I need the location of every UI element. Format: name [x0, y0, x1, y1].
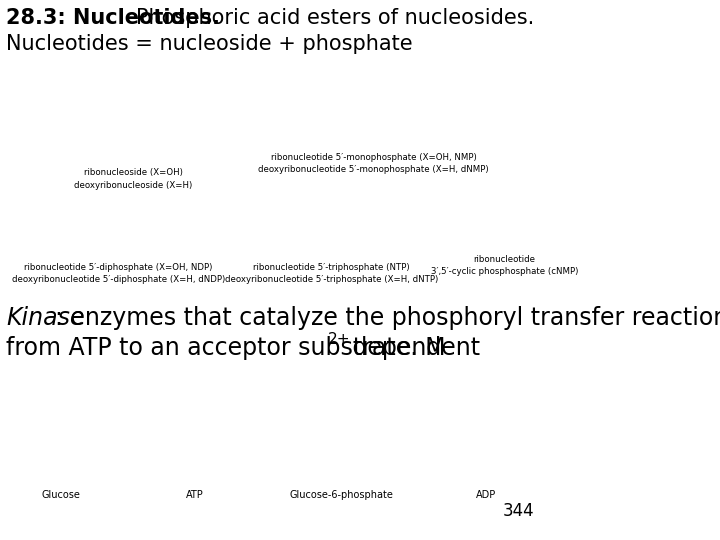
- Text: 2+: 2+: [328, 332, 351, 347]
- Text: dependent: dependent: [346, 336, 480, 360]
- Text: ATP: ATP: [186, 490, 203, 500]
- Text: ribonucleotide 5′-triphosphate (NTP)
deoxyribonucleotide 5′-triphosphate (X=H, d: ribonucleotide 5′-triphosphate (NTP) deo…: [225, 263, 438, 285]
- Text: Kinase: Kinase: [6, 306, 84, 330]
- Text: ribonucleotide
3′,5′-cyclic phosphosphate (cNMP): ribonucleotide 3′,5′-cyclic phosphosphat…: [431, 255, 578, 276]
- Text: 28.3: Nucleotides.: 28.3: Nucleotides.: [6, 8, 220, 28]
- Text: ribonucleoside (X=OH)
deoxyribonucleoside (X=H): ribonucleoside (X=OH) deoxyribonucleosid…: [74, 168, 192, 190]
- Text: Glucose: Glucose: [42, 490, 81, 500]
- Text: ADP: ADP: [475, 490, 496, 500]
- Text: Phosphoric acid esters of nucleosides.: Phosphoric acid esters of nucleosides.: [135, 8, 534, 28]
- Text: : enzymes that catalyze the phosphoryl transfer reaction: : enzymes that catalyze the phosphoryl t…: [55, 306, 720, 330]
- Text: from ATP to an acceptor substrate. M: from ATP to an acceptor substrate. M: [6, 336, 446, 360]
- Text: Glucose-6-phosphate: Glucose-6-phosphate: [289, 490, 394, 500]
- Text: Nucleotides = nucleoside + phosphate: Nucleotides = nucleoside + phosphate: [6, 34, 413, 54]
- Text: ribonucleotide 5′-diphosphate (X=OH, NDP)
deoxyribonucleotide 5′-diphosphate (X=: ribonucleotide 5′-diphosphate (X=OH, NDP…: [12, 263, 225, 285]
- Text: 344: 344: [503, 502, 534, 520]
- Text: ribonucleotide 5′-monophosphate (X=OH, NMP)
deoxyribonucleotide 5′-monophosphate: ribonucleotide 5′-monophosphate (X=OH, N…: [258, 153, 489, 174]
